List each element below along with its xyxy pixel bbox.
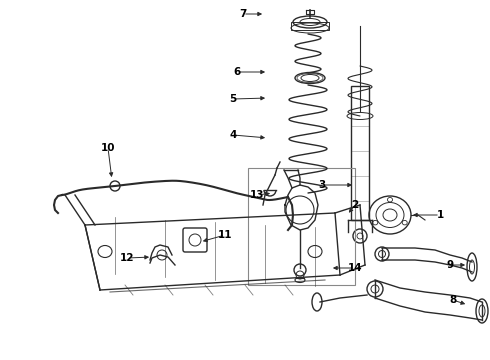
Text: 8: 8	[449, 295, 457, 305]
Text: 11: 11	[218, 230, 232, 240]
Text: 13: 13	[250, 190, 264, 200]
Bar	[351, 86, 369, 220]
Text: 6: 6	[233, 67, 241, 77]
Text: 14: 14	[348, 263, 362, 273]
Text: 1: 1	[437, 210, 443, 220]
Bar	[248, 168, 355, 285]
Text: 2: 2	[351, 200, 359, 210]
Text: 9: 9	[446, 260, 454, 270]
Text: 10: 10	[101, 143, 115, 153]
Text: 7: 7	[239, 9, 246, 19]
Text: 5: 5	[229, 94, 237, 104]
Text: 12: 12	[120, 253, 134, 263]
Text: 4: 4	[229, 130, 237, 140]
Text: 3: 3	[318, 180, 326, 190]
Bar	[291, 22, 329, 30]
